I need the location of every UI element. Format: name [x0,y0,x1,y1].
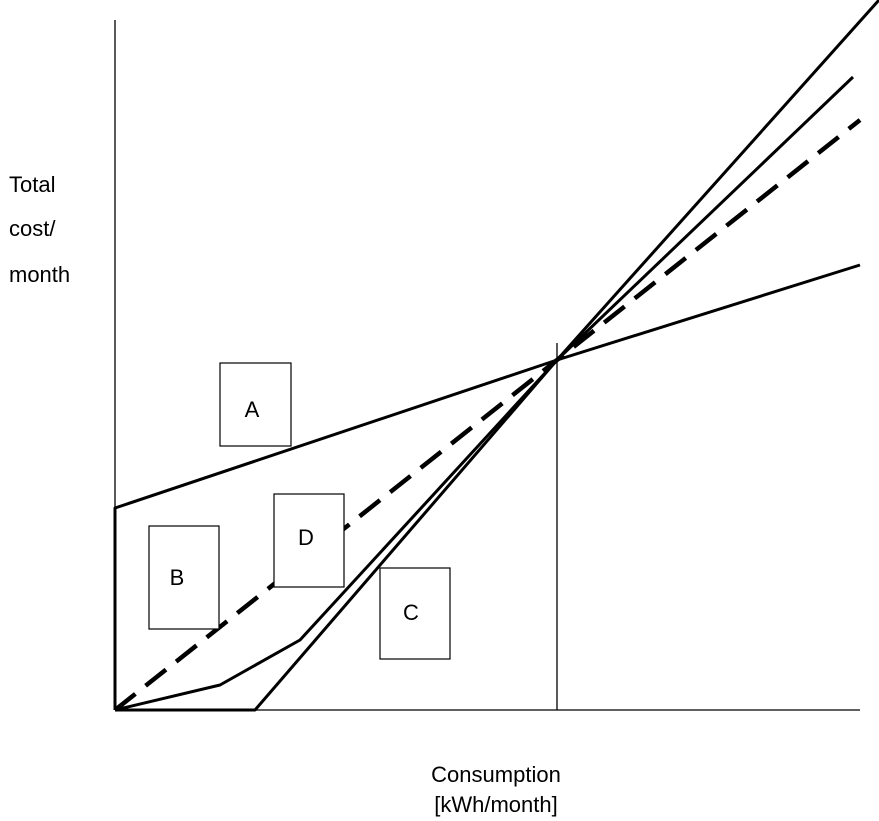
series-d-label: D [273,493,345,588]
series-c-line [115,0,879,712]
series-b-label-text: B [170,565,185,590]
y-axis-title-line-3: month [9,262,70,287]
series-a-label-text: A [245,397,260,422]
y-axis-title: Total cost/ month [9,172,70,287]
series-c-label: C [379,567,451,660]
series-d-line [113,118,862,712]
y-axis-title-line-1: Total [9,172,55,197]
series-b-line [114,75,855,712]
series-a-label: A [219,362,292,447]
series-b-label: B [148,525,220,630]
series-d-label-text: D [298,525,314,550]
series-a-line [113,263,861,710]
x-axis-title-line-2: [kWh/month] [434,792,557,817]
x-axis-title: Consumption [kWh/month] [431,762,561,817]
y-axis-title-line-2: cost/ [9,216,56,241]
series-c-label-text: C [403,600,419,625]
x-axis-title-line-1: Consumption [431,762,561,787]
